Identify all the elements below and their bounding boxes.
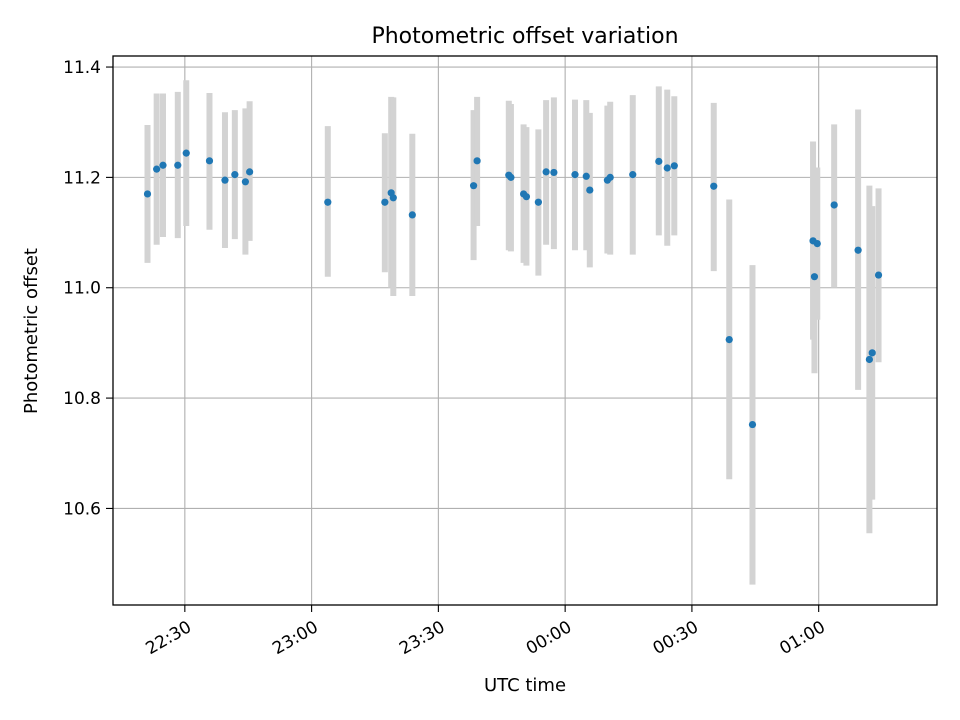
plot-frame — [112, 55, 938, 606]
data-point — [159, 161, 167, 169]
data-point — [542, 168, 550, 176]
data-point — [586, 186, 594, 194]
data-point — [670, 162, 678, 170]
data-point — [174, 161, 182, 169]
data-point — [582, 172, 590, 180]
data-point — [629, 171, 637, 179]
chart-title: Photometric offset variation — [371, 24, 678, 49]
data-point — [381, 198, 389, 206]
y-tick-label: 11.2 — [63, 168, 101, 188]
y-tick-label: 11.0 — [63, 279, 101, 299]
data-point — [246, 168, 254, 176]
data-point — [153, 165, 161, 173]
x-axis-label: UTC time — [484, 675, 566, 696]
y-tick-label: 11.4 — [63, 58, 101, 78]
data-point — [389, 194, 397, 202]
data-point — [874, 271, 883, 279]
y-tick-label: 10.8 — [63, 389, 101, 409]
data-point — [550, 168, 558, 177]
data-point — [205, 157, 214, 165]
data-point — [748, 420, 757, 429]
data-point — [571, 171, 579, 179]
data-point — [522, 193, 531, 201]
y-tick-label: 10.6 — [63, 499, 101, 519]
data-point — [868, 349, 876, 357]
data-points — [143, 149, 883, 429]
data-point — [221, 176, 229, 184]
data-point — [663, 164, 671, 172]
data-point — [606, 173, 614, 181]
data-point — [725, 336, 733, 344]
data-point — [854, 246, 862, 254]
data-point — [865, 355, 873, 364]
data-point — [813, 239, 821, 248]
data-point — [324, 198, 332, 206]
data-point — [473, 157, 481, 165]
data-point — [810, 273, 819, 281]
y-axis-label: Photometric offset — [21, 248, 42, 414]
data-point — [182, 149, 190, 157]
data-point — [408, 211, 416, 219]
data-point — [241, 178, 250, 186]
y-axis-ticks: 10.6 10.8 11.0 11.2 11.4 — [63, 58, 113, 519]
data-point — [143, 190, 152, 198]
data-point — [507, 173, 515, 181]
data-point — [830, 201, 838, 209]
data-point — [469, 182, 478, 190]
data-point — [655, 157, 663, 165]
data-point — [710, 182, 718, 190]
data-point — [534, 198, 542, 206]
data-point — [231, 171, 239, 179]
